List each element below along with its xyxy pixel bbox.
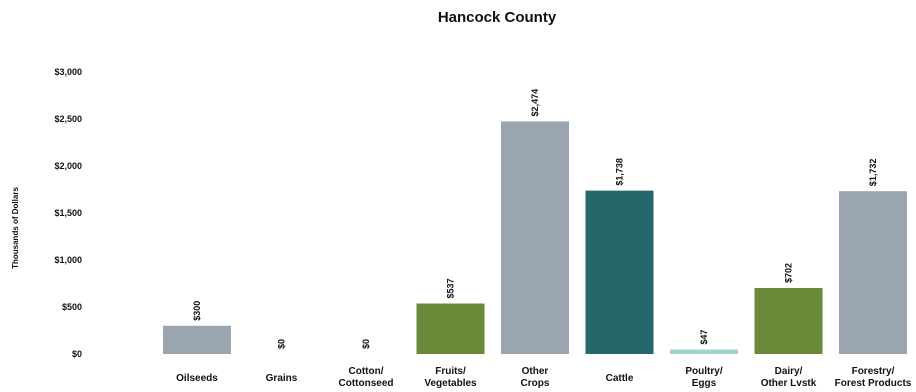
y-tick-label: $0: [72, 349, 82, 359]
x-tick-label: Other: [522, 366, 549, 377]
data-label: $47: [699, 330, 709, 345]
data-label: $1,732: [868, 159, 878, 187]
x-tick-label: Oilseeds: [176, 373, 218, 384]
y-tick-label: $1,500: [54, 208, 82, 218]
data-label: $2,474: [530, 89, 540, 117]
y-axis-ticks: $0 $500 $1,000 $1,500 $2,000 $2,500 $3,000: [54, 67, 82, 359]
x-tick-label: Dairy/: [775, 366, 803, 377]
chart-title: Hancock County: [438, 9, 557, 26]
data-label: $0: [277, 339, 287, 349]
data-label: $1,738: [615, 158, 625, 186]
data-label: $0: [361, 339, 371, 349]
x-tick-label: Grains: [266, 373, 298, 384]
x-tick-label: Forest Products: [835, 378, 912, 389]
x-axis-ticks: Oilseeds Grains Cotton/Cottonseed Fruits/Ve…: [176, 366, 912, 389]
x-tick-label: Cattle: [606, 373, 634, 384]
bar: [839, 191, 907, 354]
x-tick-label: Cotton/: [349, 366, 384, 377]
y-tick-label: $2,500: [54, 114, 82, 124]
bars: [163, 121, 907, 354]
bar: [501, 121, 569, 354]
data-label: $702: [784, 263, 794, 283]
y-axis-label: Thousands of Dollars: [11, 187, 20, 269]
y-tick-label: $2,000: [54, 161, 82, 171]
y-tick-label: $3,000: [54, 67, 82, 77]
bar: [416, 303, 485, 354]
x-tick-label: Poultry/: [685, 366, 722, 377]
bar: [754, 288, 823, 354]
x-tick-label: Forestry/: [852, 366, 895, 377]
x-tick-label: Crops: [521, 378, 550, 389]
y-tick-label: $500: [62, 302, 82, 312]
x-tick-label: Eggs: [692, 378, 717, 389]
bar: [585, 190, 654, 354]
data-labels: $300 $0 $0 $537 $2,474 $1,738 $47 $702 $1,732: [192, 89, 878, 349]
x-tick-label: Other Lvstk: [761, 378, 817, 389]
bar: [163, 325, 231, 354]
y-tick-label: $1,000: [54, 255, 82, 265]
x-tick-label: Cottonseed: [339, 378, 394, 389]
x-tick-label: Vegetables: [424, 378, 477, 389]
data-label: $300: [192, 301, 202, 321]
data-label: $537: [446, 278, 456, 298]
x-tick-label: Fruits/: [435, 366, 466, 377]
bar: [670, 349, 738, 354]
